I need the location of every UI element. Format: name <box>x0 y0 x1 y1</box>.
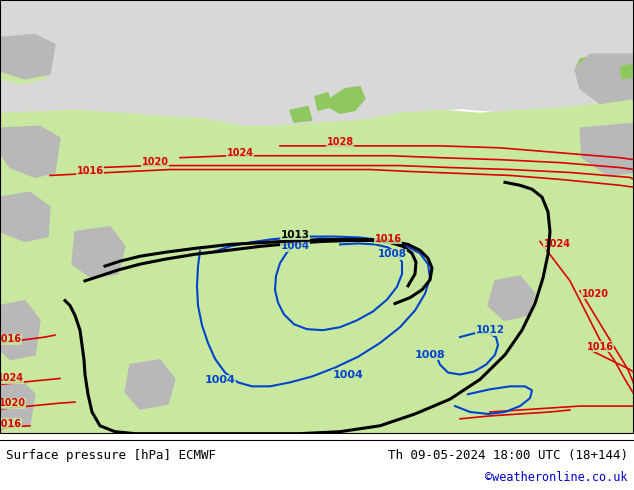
Text: Th 09-05-2024 18:00 UTC (18+144): Th 09-05-2024 18:00 UTC (18+144) <box>387 448 628 462</box>
Text: 1020: 1020 <box>0 398 25 408</box>
Polygon shape <box>575 54 634 103</box>
Polygon shape <box>0 379 35 429</box>
Text: 1016: 1016 <box>0 334 22 344</box>
Text: 1016: 1016 <box>375 234 401 244</box>
Polygon shape <box>290 106 312 122</box>
Polygon shape <box>0 34 55 79</box>
Text: 1008: 1008 <box>377 249 406 259</box>
Text: 1008: 1008 <box>415 350 445 360</box>
Text: 1004: 1004 <box>280 242 309 251</box>
Polygon shape <box>488 276 535 320</box>
Polygon shape <box>0 300 40 360</box>
Text: 1024: 1024 <box>226 148 254 158</box>
Polygon shape <box>0 126 60 177</box>
Text: 1024: 1024 <box>543 240 571 249</box>
Polygon shape <box>72 227 125 278</box>
Text: 1016: 1016 <box>0 419 22 429</box>
Polygon shape <box>328 87 365 113</box>
Text: 1020: 1020 <box>581 289 609 299</box>
Polygon shape <box>315 93 332 110</box>
Polygon shape <box>620 64 634 79</box>
Polygon shape <box>580 123 634 175</box>
Text: 1012: 1012 <box>476 325 505 335</box>
Text: 1024: 1024 <box>0 373 23 384</box>
Text: 1016: 1016 <box>586 342 614 352</box>
Text: 1028: 1028 <box>327 137 354 147</box>
Text: 1013: 1013 <box>280 230 309 240</box>
Text: Surface pressure [hPa] ECMWF: Surface pressure [hPa] ECMWF <box>6 448 216 462</box>
Text: 1016: 1016 <box>77 167 103 176</box>
Polygon shape <box>0 37 50 84</box>
Polygon shape <box>575 54 615 81</box>
Text: 1020: 1020 <box>141 157 169 167</box>
Polygon shape <box>0 192 50 242</box>
Text: ©weatheronline.co.uk: ©weatheronline.co.uk <box>485 471 628 484</box>
Text: 1004: 1004 <box>333 369 363 380</box>
Polygon shape <box>0 98 634 434</box>
Text: 1004: 1004 <box>205 375 235 386</box>
Polygon shape <box>125 360 175 409</box>
Polygon shape <box>0 0 634 130</box>
